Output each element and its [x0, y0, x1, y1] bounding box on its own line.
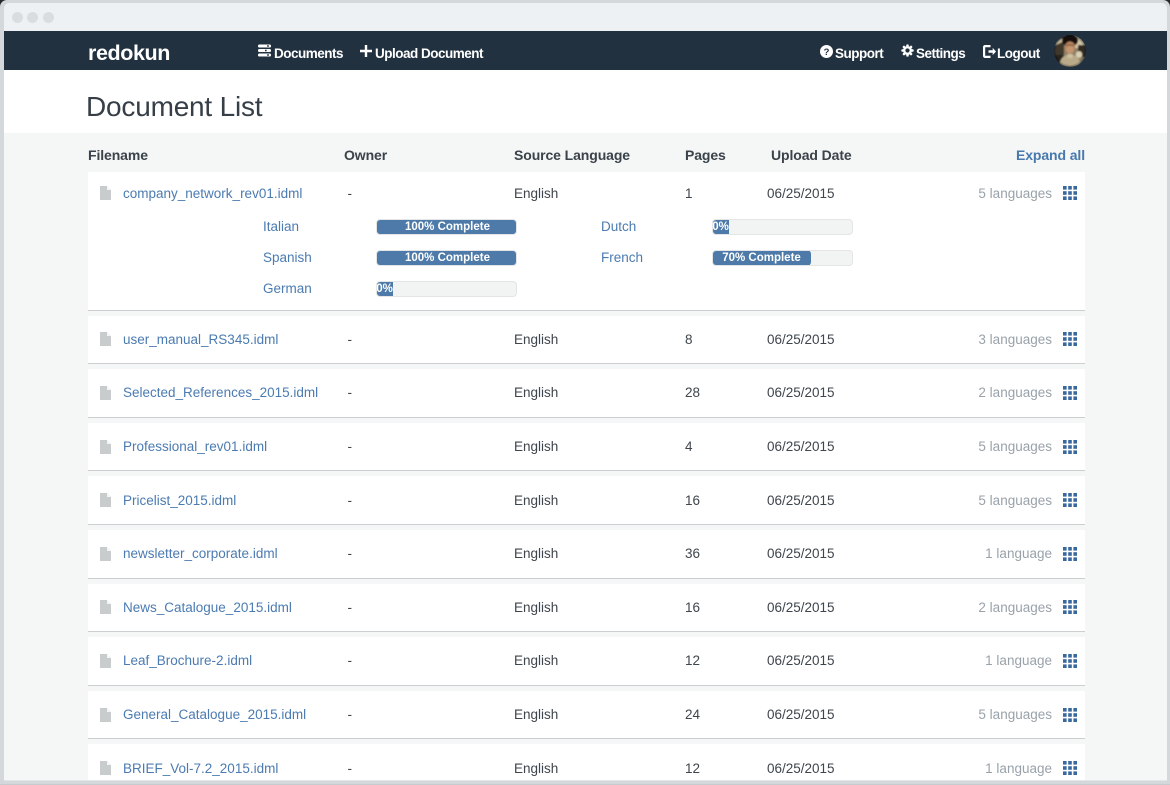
svg-text:?: ? [824, 46, 830, 57]
